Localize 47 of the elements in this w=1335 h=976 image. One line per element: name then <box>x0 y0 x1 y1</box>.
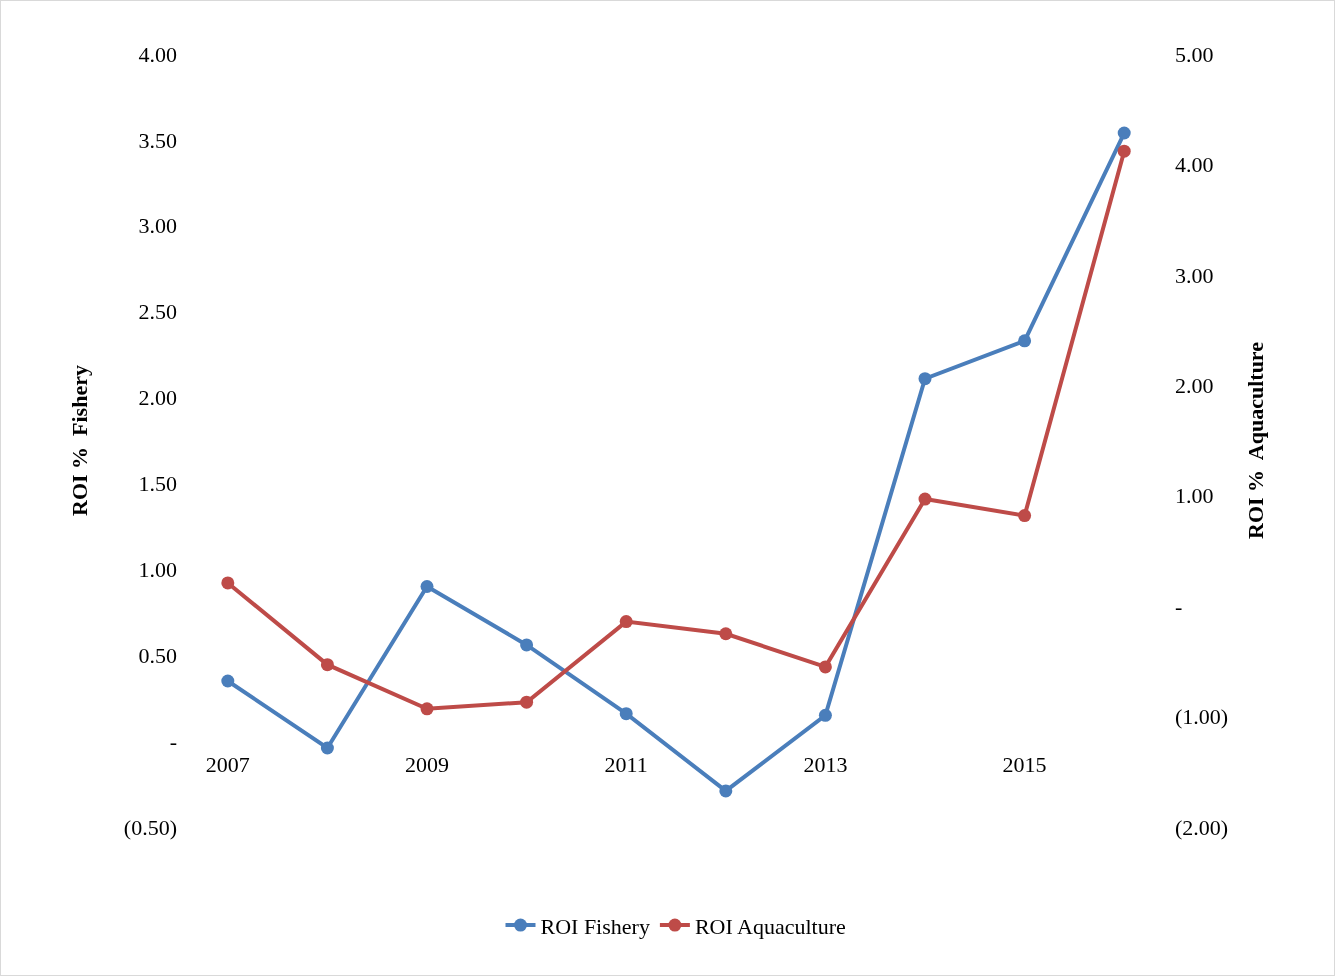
point <box>420 580 434 593</box>
y-tick-label: 3.00 <box>138 213 177 239</box>
point <box>719 784 733 798</box>
y2-tick-label: (1.00) <box>1175 704 1229 730</box>
point <box>1117 126 1131 140</box>
y-tick-label: 1.50 <box>138 471 177 497</box>
point <box>520 695 534 709</box>
point <box>520 638 534 652</box>
y-tick-label: 3.50 <box>138 127 177 153</box>
y-tick-label: (0.50) <box>123 814 177 840</box>
x-tick-label: 2007 <box>205 752 250 778</box>
y2-tick-label: 1.00 <box>1175 483 1214 509</box>
point <box>320 741 334 755</box>
point <box>320 658 334 672</box>
point <box>818 660 832 674</box>
legend-label: ROI Fishery <box>540 913 650 939</box>
y-tick-label: 2.00 <box>138 385 177 411</box>
y2-axis-title: ROI % Aquaculture <box>1243 341 1269 540</box>
point <box>918 492 932 506</box>
x-tick-label: 2013 <box>803 752 848 778</box>
point <box>719 627 733 641</box>
y-tick-label: 4.00 <box>138 41 177 67</box>
point <box>221 674 235 688</box>
legend-label: ROI Aquaculture <box>694 913 846 939</box>
y2-tick-label: - <box>1175 593 1183 619</box>
point <box>221 576 235 590</box>
point <box>619 707 633 721</box>
y2-tick-label: 4.00 <box>1175 152 1214 178</box>
y2-tick-label: (2.00) <box>1175 814 1229 840</box>
y-tick-label: 0.50 <box>138 642 177 668</box>
point <box>918 372 932 386</box>
y-tick-label: 1.00 <box>138 557 177 583</box>
point <box>1117 144 1131 158</box>
x-tick-label: 2009 <box>405 752 449 778</box>
x-tick-label: 2011 <box>604 752 648 778</box>
y2-tick-label: 3.00 <box>1175 262 1214 288</box>
point <box>420 702 434 716</box>
y-tick-label: 2.50 <box>138 299 177 325</box>
point <box>1018 334 1032 348</box>
y2-tick-label: 2.00 <box>1175 372 1214 398</box>
point <box>1018 509 1032 523</box>
point <box>818 708 832 722</box>
y-tick-label: - <box>169 728 177 754</box>
point <box>619 615 633 629</box>
y-axis-title: ROI % Fishery <box>66 365 92 516</box>
x-tick-label: 2015 <box>1002 752 1047 778</box>
y2-tick-label: 5.00 <box>1175 41 1214 67</box>
